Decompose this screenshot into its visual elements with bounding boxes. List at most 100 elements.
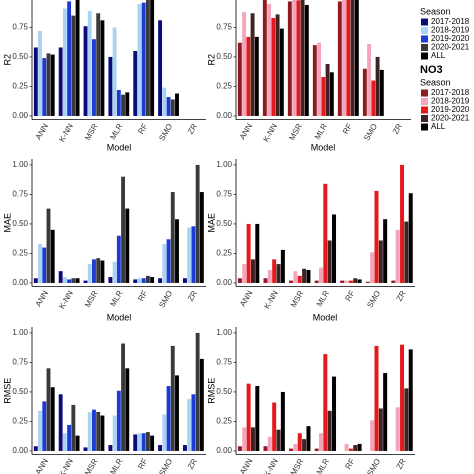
bar (83, 26, 88, 116)
bar (170, 192, 175, 283)
bar (67, 279, 72, 283)
x-axis-label: Model (107, 312, 132, 322)
bar (287, 1, 292, 116)
bar (187, 227, 192, 283)
bar (100, 415, 105, 451)
x-tick-label: SMO (157, 457, 174, 474)
y-tick-label: 0.25 (12, 417, 28, 426)
y-tick-label: 1.00 (216, 328, 232, 337)
bar (289, 280, 294, 283)
bar (267, 269, 272, 283)
bar (340, 280, 345, 283)
bar (379, 69, 384, 116)
bar (145, 0, 150, 116)
bar (141, 278, 146, 283)
legend-swatch (421, 18, 428, 26)
x-tick-label: ANN (238, 457, 254, 474)
bar (183, 445, 187, 451)
legend-swatch (421, 89, 428, 97)
bar (133, 51, 138, 116)
x-tick-label: MLR (315, 289, 331, 308)
bar (280, 249, 285, 283)
bar (141, 433, 146, 451)
legend-swatch (421, 44, 428, 51)
bar (162, 414, 167, 451)
legend-swatch (421, 52, 428, 60)
bar (162, 87, 167, 116)
bar (67, 1, 72, 116)
bar (71, 15, 76, 116)
x-tick-label: RF (136, 289, 149, 303)
bar (145, 275, 150, 283)
bar (329, 72, 334, 116)
bar (378, 240, 383, 283)
bar (332, 376, 337, 451)
bar (272, 402, 277, 451)
bar (71, 278, 76, 283)
bar (263, 278, 268, 283)
bar (58, 394, 63, 451)
y-tick-label: 0.00 (12, 278, 28, 287)
legend-swatch (421, 27, 428, 34)
x-tick-label: MLR (315, 457, 331, 474)
bar (262, 0, 267, 116)
x-tick-label: K-NN (57, 122, 75, 144)
bar (296, 0, 301, 116)
bar (374, 345, 379, 451)
bar (300, 0, 305, 116)
bar (150, 277, 155, 283)
y-tick-label: 0.25 (216, 417, 232, 426)
x-tick-label: RF (344, 457, 357, 471)
bar (166, 239, 171, 283)
y-tick-label: 0.50 (12, 219, 28, 228)
x-tick-label: RF (344, 289, 357, 303)
bar (327, 240, 332, 283)
bar (62, 8, 67, 116)
x-tick-label: ZR (186, 289, 199, 303)
bar (374, 190, 379, 283)
x-tick-label: ANN (238, 122, 254, 141)
bar (276, 264, 281, 283)
bar (33, 47, 38, 116)
bar (242, 12, 247, 116)
legend-label: ALL (431, 122, 446, 131)
bar (250, 13, 255, 116)
bar (314, 448, 319, 451)
bar (353, 278, 358, 283)
bar (367, 43, 372, 116)
bar (75, 0, 80, 116)
bar (267, 3, 272, 116)
bar (191, 394, 196, 451)
bar (237, 446, 242, 451)
bar (175, 219, 179, 283)
bar (302, 439, 307, 451)
bar (46, 53, 51, 116)
bar (75, 435, 80, 451)
y-tick-label: 0.50 (12, 52, 28, 61)
bar (250, 259, 255, 283)
bar (263, 446, 268, 451)
legend-label: 2019-2020 (431, 34, 470, 43)
bar (318, 433, 323, 451)
bar (195, 164, 200, 283)
bar (350, 0, 355, 116)
bar (137, 3, 142, 116)
bar (362, 68, 367, 116)
bar (108, 445, 113, 451)
y-tick-label: 0.00 (216, 446, 232, 455)
bar (141, 2, 146, 116)
bar (83, 447, 88, 451)
x-tick-label: ANN (34, 457, 50, 474)
bar (158, 278, 163, 283)
bar (191, 226, 196, 283)
bar (158, 445, 163, 451)
y-tick-label: 0.75 (12, 358, 28, 367)
bar (150, 435, 155, 451)
x-tick-label: MSR (289, 457, 306, 474)
bar (38, 30, 42, 116)
y-tick-label: 1.00 (12, 160, 28, 169)
legend-label: 2018-2019 (431, 26, 470, 35)
x-tick-label: SMO (157, 289, 174, 309)
bar (317, 42, 322, 116)
legend-label: 2018-2019 (431, 97, 470, 106)
